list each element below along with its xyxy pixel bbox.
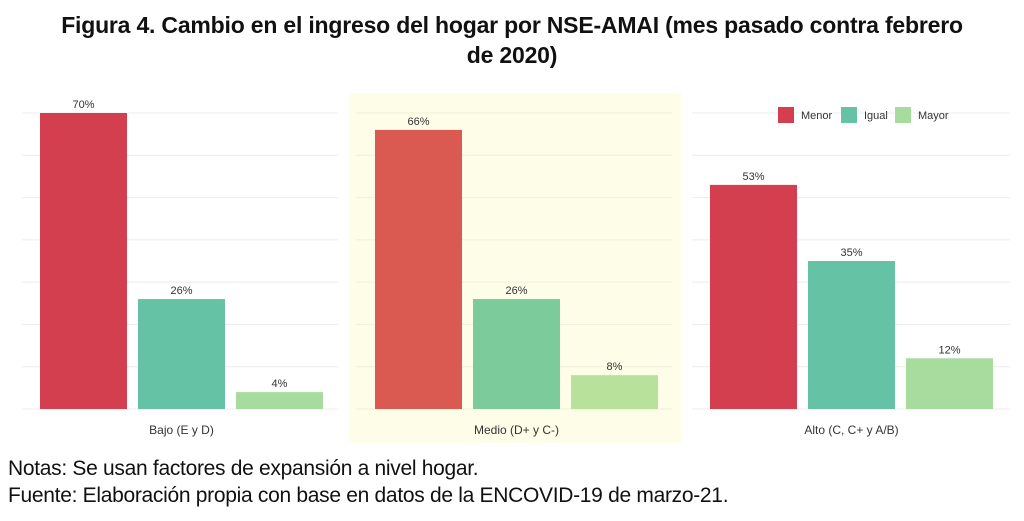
bar-igual <box>138 299 225 409</box>
bar-mayor <box>236 392 323 409</box>
data-label: 8% <box>607 361 623 373</box>
legend-label: Igual <box>864 110 888 122</box>
data-label: 66% <box>407 116 429 128</box>
data-label: 4% <box>272 378 288 390</box>
bar-menor <box>375 129 462 409</box>
data-label: 70% <box>72 99 94 111</box>
category-label: Medio (D+ y C-) <box>474 423 559 437</box>
bar-menor <box>40 113 127 409</box>
bar-mayor <box>571 375 658 409</box>
legend-label: Mayor <box>918 110 949 122</box>
chart-title: Figura 4. Cambio en el ingreso del hogar… <box>0 10 1024 70</box>
data-label: 26% <box>505 285 527 297</box>
chart-title-line2: de 2020) <box>466 42 558 68</box>
legend-swatch-mayor <box>895 107 911 123</box>
legend-label: Menor <box>801 110 833 122</box>
category-label: Alto (C, C+ y A/B) <box>804 423 898 437</box>
notes-text: Notas: Se usan factores de expansión a n… <box>8 457 479 480</box>
bar-mayor <box>906 358 993 409</box>
bar-igual <box>808 261 895 409</box>
bar-chart: 70% 26% 4% Bajo (E y D) 66% 26% 8% Medio (D+ y … <box>22 93 1010 443</box>
data-label: 53% <box>742 171 764 183</box>
category-label: Bajo (E y D) <box>149 423 214 437</box>
chart-title-line1: Figura 4. Cambio en el ingreso del hogar… <box>61 12 963 38</box>
bar-igual <box>473 299 560 409</box>
data-label: 26% <box>170 285 192 297</box>
source-text: Fuente: Elaboración propia con base en d… <box>8 484 729 507</box>
data-label: 35% <box>840 247 862 259</box>
bar-menor <box>710 184 797 409</box>
legend-swatch-igual <box>841 107 857 123</box>
legend-swatch-menor <box>778 107 794 123</box>
data-label: 12% <box>938 344 960 356</box>
